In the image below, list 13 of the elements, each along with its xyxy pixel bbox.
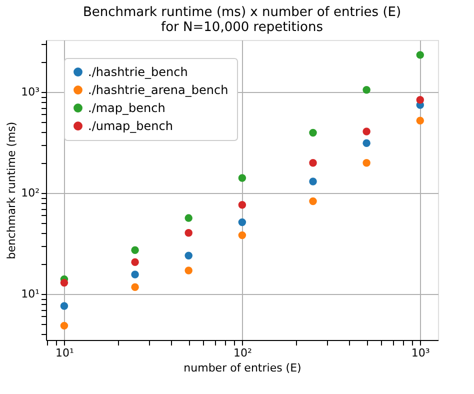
x-tick-label: 10³	[411, 346, 430, 360]
chart-title: Benchmark runtime (ms) x number of entries (E) for N=10,000 repetitions	[82, 4, 402, 35]
x-axis-title: number of entries (E)	[184, 362, 302, 374]
x-tick-label: 10²	[233, 346, 252, 360]
legend-label: ./hashtrie_bench	[88, 65, 188, 79]
y-tick-label: 10²	[21, 186, 40, 200]
legend-label: ./hashtrie_arena_bench	[88, 83, 228, 97]
y-tick-label: 10¹	[21, 287, 40, 300]
x-tick-label: 10¹	[56, 346, 74, 360]
y-axis-title: benchmark runtime (ms)	[5, 122, 18, 260]
y-tick-label: 10³	[21, 86, 40, 99]
legend-label: ./map_bench	[88, 101, 166, 115]
legend-label: ./umap_bench	[88, 119, 173, 133]
